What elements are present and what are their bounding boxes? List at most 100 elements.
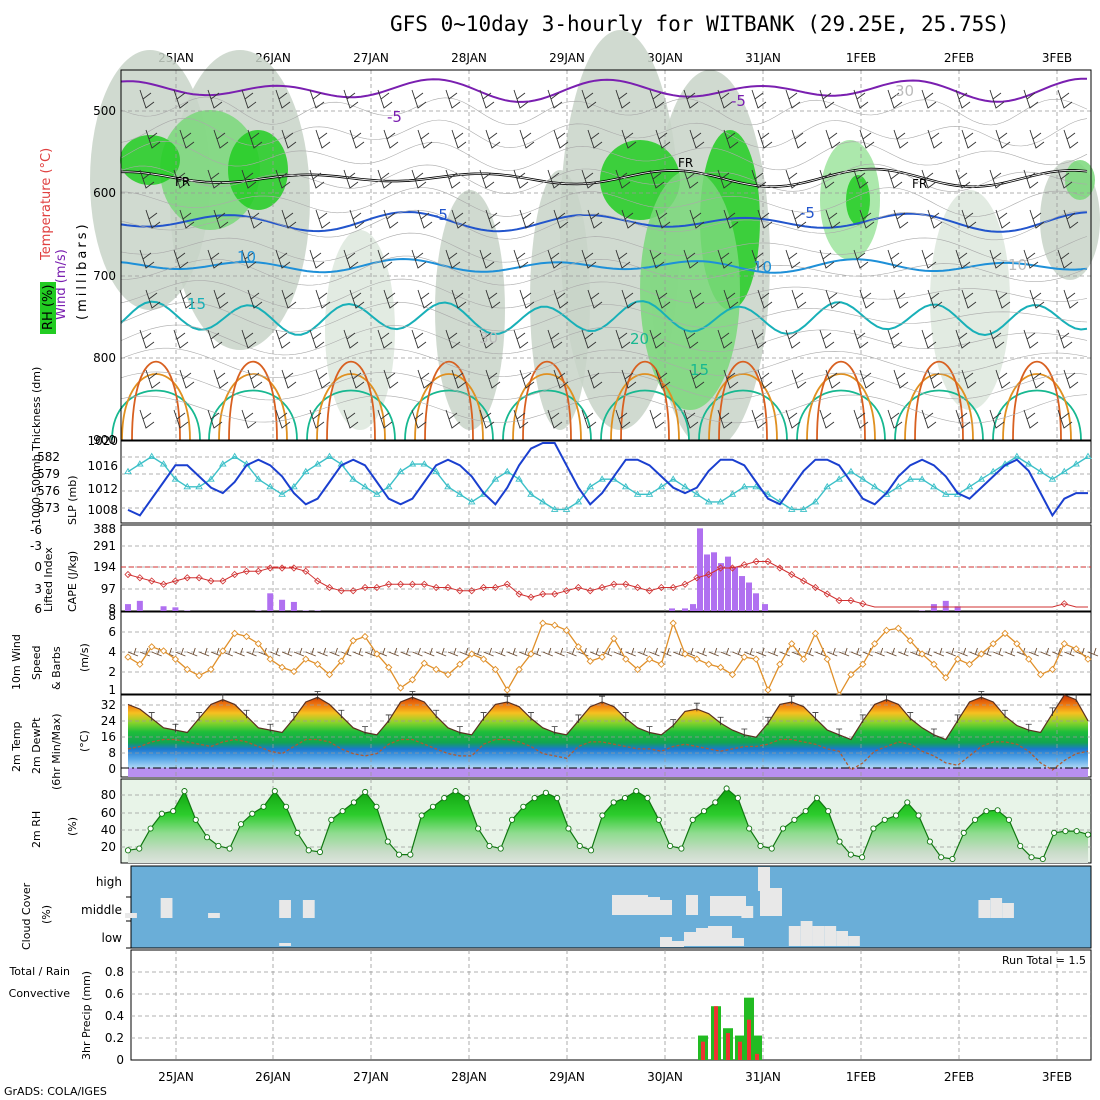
wind-barb [485, 289, 501, 309]
rh-contour [120, 140, 1088, 171]
tick-label: 0 [108, 762, 116, 776]
cloud-middle-bar [624, 895, 636, 915]
wind-barb [649, 249, 665, 269]
wind10-point [1036, 670, 1045, 679]
wind10-barb [827, 647, 838, 657]
rh2m-point [926, 838, 933, 845]
wind-barb [349, 289, 365, 309]
wind-barb [751, 249, 767, 269]
cloud-middle-bar [710, 896, 722, 916]
thickness-point [1013, 452, 1021, 460]
wind-barb [213, 369, 229, 389]
cloud-low-bar [788, 926, 801, 946]
wind-barb [587, 289, 603, 309]
wind-barb [961, 289, 977, 309]
cloud-middle-bar [160, 898, 173, 918]
wind-barb [445, 329, 461, 349]
wind-barb [411, 89, 427, 109]
precip-panel-frame [130, 949, 1092, 1061]
wind10-speed-line [127, 621, 1089, 697]
warm-isotherm [306, 389, 396, 441]
cape-bar [669, 608, 675, 611]
wind-barb [275, 169, 291, 189]
wind10-point [764, 686, 772, 694]
wind-barb [819, 249, 835, 269]
lifted-index-point [551, 590, 559, 598]
wind-barb [887, 409, 903, 429]
wind-barb [955, 89, 971, 109]
thickness-point [918, 475, 926, 482]
wind-barb [547, 249, 563, 269]
contour-label: FR [678, 156, 693, 170]
lifted-index-point [681, 580, 689, 588]
lifted-index-point [610, 580, 618, 588]
contour-label: FR [912, 177, 927, 191]
wind10-panel: 8 6 4 2 1 10m Wind Speed & Barbs (m/s) [10, 609, 1099, 699]
rh2m-panel: 80 60 40 20 2m RH (%) [30, 778, 1092, 864]
wind10-barb [1052, 647, 1063, 657]
rh2m-point [260, 803, 267, 810]
minmax-marker [527, 712, 534, 721]
thickness-point [562, 505, 571, 512]
wind10-barb [566, 647, 577, 657]
warm-isotherm [512, 373, 582, 441]
wind10-barb [732, 647, 743, 657]
cloud-middle-bar [1002, 903, 1014, 918]
minmax-marker [385, 714, 392, 723]
wind10-barb [293, 647, 305, 657]
date-label-bottom: 25JAN [158, 1070, 194, 1084]
wind10-barb [578, 647, 589, 657]
rh2m-point [226, 845, 233, 852]
rh2m-point [994, 807, 1001, 814]
wind10-point [408, 676, 417, 684]
wind-barb [417, 209, 433, 229]
cloud-low-bar [684, 932, 696, 946]
date-label-bottom: 29JAN [549, 1070, 585, 1084]
rh2m-point [497, 845, 504, 852]
lifted-index-point [314, 577, 322, 585]
tick-label: 1008 [87, 503, 118, 517]
tick-label: 0 [34, 560, 42, 574]
wind-barb [1029, 209, 1045, 229]
minmax-marker [409, 691, 416, 700]
wind-barb [383, 209, 399, 229]
cloud-low-bar [720, 926, 732, 946]
wind10-point [290, 667, 298, 676]
wind-barb [179, 369, 195, 389]
wind-barb [757, 129, 773, 149]
wind-barb [451, 209, 467, 229]
rh2m-point [294, 829, 301, 836]
rh2m-point [712, 799, 719, 806]
rh-contour [120, 232, 1088, 263]
wind-barb [173, 169, 189, 189]
wind10-point [871, 640, 879, 648]
wind-barb [547, 329, 563, 349]
temp2m-label: 2m Temp [10, 721, 23, 772]
wind10-point [633, 665, 642, 674]
rh2m-point [283, 803, 290, 810]
wind-barb [961, 129, 977, 149]
rh2m-point [892, 812, 900, 819]
thickness-point [301, 467, 310, 475]
wind10-barb [447, 647, 459, 657]
thickness-point [408, 460, 417, 467]
tick-label: 4 [108, 645, 116, 659]
wind-barb [655, 129, 671, 149]
precip-conv-label: Convective [9, 987, 71, 1000]
wind-barb [343, 169, 359, 189]
wind10-barb [554, 647, 565, 657]
wind-barb [1057, 409, 1073, 429]
warm-isotherm [708, 373, 778, 441]
upper-left-label: Wind (m/s) [54, 249, 69, 320]
cloud-low-bar [696, 928, 708, 946]
wind-barb [173, 409, 189, 429]
date-label-top: 28JAN [451, 51, 487, 65]
lifted-index-point [420, 580, 428, 588]
cloud-low-bar [800, 921, 813, 946]
cloud-panel-frame [130, 865, 1092, 949]
rh2m-point [508, 816, 516, 823]
cape-bar [172, 607, 179, 611]
thickness-point [799, 505, 808, 512]
wind10-point [195, 671, 203, 680]
thickness-point [491, 475, 500, 482]
